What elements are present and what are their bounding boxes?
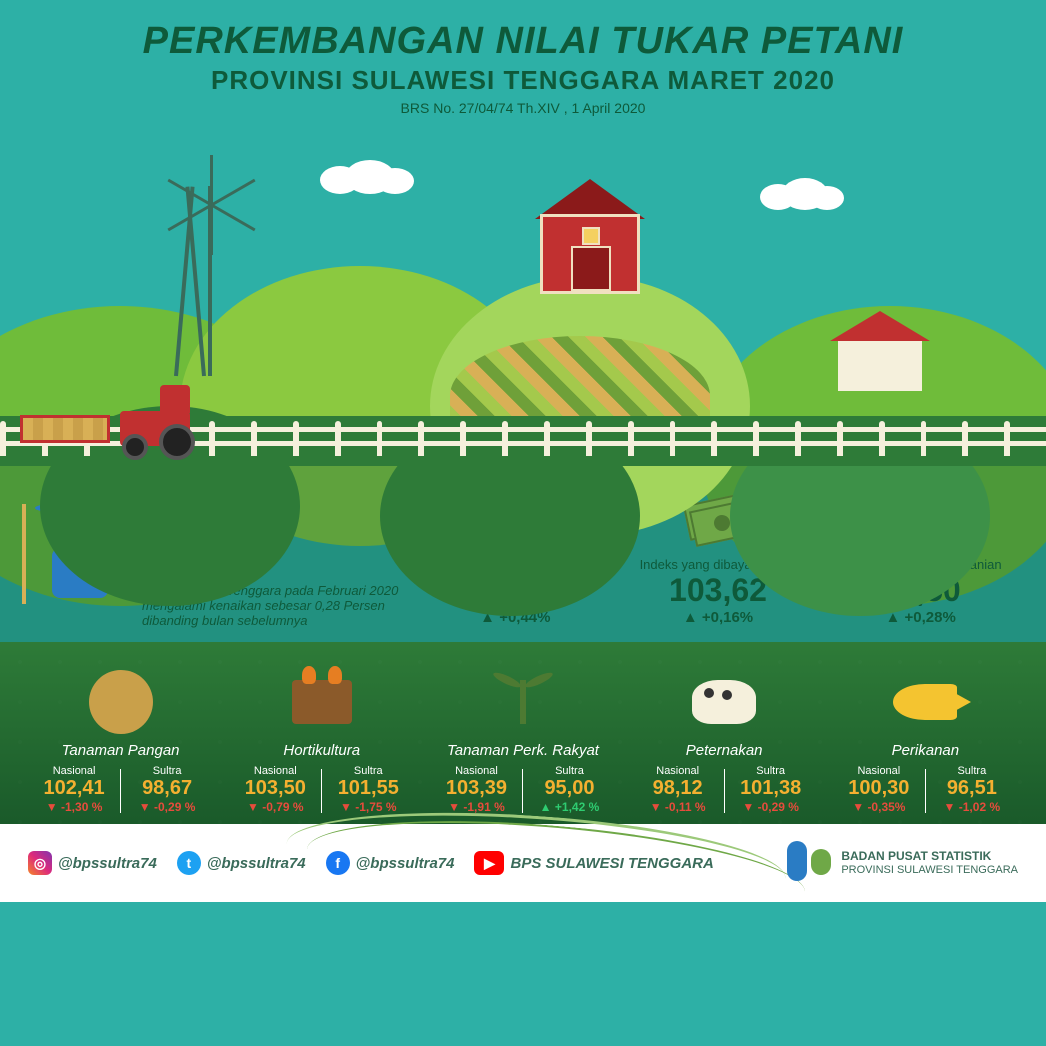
sector-card: Perikanan Nasional 100,30 -0,35% Sultra … — [830, 666, 1020, 814]
sector-nasional: Nasional 103,39 -1,91 % — [432, 765, 520, 814]
bps-logo: BADAN PUSAT STATISTIK PROVINSI SULAWESI … — [787, 841, 1018, 885]
sector-nasional: Nasional 98,12 -0,11 % — [634, 765, 722, 814]
sector-nasional: Nasional 100,30 -0,35% — [835, 765, 923, 814]
bps-mark-icon — [787, 841, 831, 885]
twitter-icon: t — [177, 851, 201, 875]
windmill-icon — [188, 186, 212, 376]
sector-nasional: Nasional 102,41 -1,30 % — [30, 765, 118, 814]
sector-name: Tanaman Pangan — [26, 742, 216, 759]
sector-sultra: Sultra 95,00 +1,42 % — [525, 765, 613, 814]
sector-card: Peternakan Nasional 98,12 -0,11 % Sultra… — [629, 666, 819, 814]
infographic-page: PERKEMBANGAN NILAI TUKAR PETANI PROVINSI… — [0, 0, 1046, 1046]
fish-icon — [830, 666, 1020, 738]
footer: ◎@bpssultra74 t@bpssultra74 f@bpssultra7… — [0, 824, 1046, 902]
crop-icon — [26, 666, 216, 738]
cow-icon — [629, 666, 819, 738]
palm-icon — [428, 666, 618, 738]
sectors-row: Tanaman Pangan Nasional 102,41 -1,30 % S… — [0, 642, 1046, 824]
brs-number: BRS No. 27/04/74 Th.XIV , 1 April 2020 — [0, 100, 1046, 116]
sector-sultra: Sultra 101,55 -1,75 % — [324, 765, 412, 814]
sector-nasional: Nasional 103,50 -0,79 % — [231, 765, 319, 814]
sector-card: Tanaman Perk. Rakyat Nasional 103,39 -1,… — [428, 666, 618, 814]
sector-name: Perikanan — [830, 742, 1020, 759]
social-instagram: ◎@bpssultra74 — [28, 851, 157, 875]
sector-name: Tanaman Perk. Rakyat — [428, 742, 618, 759]
sector-sultra: Sultra 96,51 -1,02 % — [928, 765, 1016, 814]
header: PERKEMBANGAN NILAI TUKAR PETANI PROVINSI… — [0, 0, 1046, 116]
sector-name: Peternakan — [629, 742, 819, 759]
sector-sultra: Sultra 98,67 -0,29 % — [123, 765, 211, 814]
title-main: PERKEMBANGAN NILAI TUKAR PETANI — [0, 20, 1046, 63]
crate-icon — [227, 666, 417, 738]
instagram-icon: ◎ — [28, 851, 52, 875]
bps-org-text: BADAN PUSAT STATISTIK PROVINSI SULAWESI … — [841, 849, 1018, 877]
kpi-card-change: ▲ +0,16% — [623, 609, 813, 626]
sector-name: Hortikultura — [227, 742, 417, 759]
farm-illustration — [0, 116, 1046, 466]
tractor-icon — [120, 411, 190, 446]
sector-card: Hortikultura Nasional 103,50 -0,79 % Sul… — [227, 666, 417, 814]
sector-sultra: Sultra 101,38 -0,29 % — [727, 765, 815, 814]
barn-icon — [540, 184, 640, 264]
sector-card: Tanaman Pangan Nasional 102,41 -1,30 % S… — [26, 666, 216, 814]
house-icon — [830, 311, 930, 391]
title-sub: PROVINSI SULAWESI TENGGARA MARET 2020 — [0, 65, 1046, 96]
